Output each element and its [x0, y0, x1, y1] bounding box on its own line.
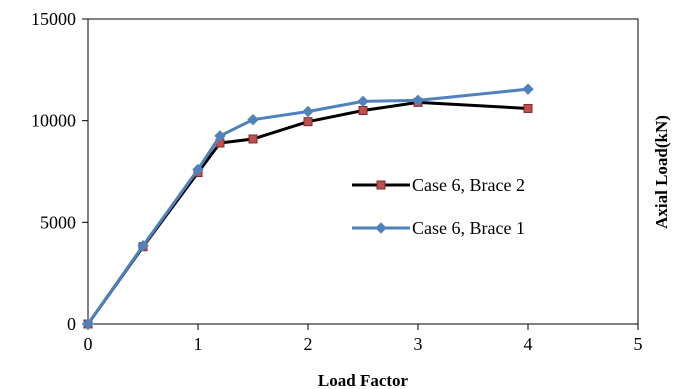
y-tick-labels: 0 5000 10000 15000 [31, 9, 76, 334]
x-tick-label: 3 [414, 334, 423, 354]
data-point [523, 103, 533, 113]
y-axis-title: Axial Load(kN) [652, 115, 671, 229]
data-point [302, 105, 314, 118]
y-tick-label: 5000 [40, 212, 76, 232]
data-point [192, 163, 204, 176]
data-point [522, 83, 534, 95]
data-point [214, 130, 226, 142]
series-2 [82, 83, 534, 330]
legend-item: Case 6, Brace 1 [352, 218, 525, 238]
legend-item: Case 6, Brace 2 [352, 175, 525, 195]
legend-label: Case 6, Brace 1 [412, 218, 525, 238]
data-point [247, 113, 259, 126]
data-point [248, 134, 258, 144]
x-tick-label: 1 [194, 334, 203, 354]
x-tick-labels: 0 1 2 3 4 5 [84, 334, 643, 354]
data-point [412, 94, 424, 107]
legend-label: Case 6, Brace 2 [412, 175, 525, 195]
x-axis-title: Load Factor [318, 371, 409, 389]
data-point [358, 106, 368, 115]
data-point [303, 117, 313, 127]
data-point [137, 240, 149, 252]
x-tick-label: 4 [524, 334, 533, 354]
y-tick-label: 10000 [31, 111, 76, 131]
x-tick-label: 2 [304, 334, 313, 354]
data-point [357, 95, 369, 108]
y-tick-label: 15000 [31, 9, 76, 29]
legend-swatch-marker [375, 222, 387, 234]
data-point [82, 318, 94, 330]
plot-area [87, 18, 639, 325]
legend: Case 6, Brace 2 Case 6, Brace 1 [352, 175, 525, 238]
series-layer [82, 83, 534, 330]
x-tick-label: 5 [634, 334, 643, 354]
y-tick-label: 0 [67, 314, 76, 334]
x-tick-label: 0 [84, 334, 93, 354]
legend-swatch-marker [376, 180, 386, 190]
